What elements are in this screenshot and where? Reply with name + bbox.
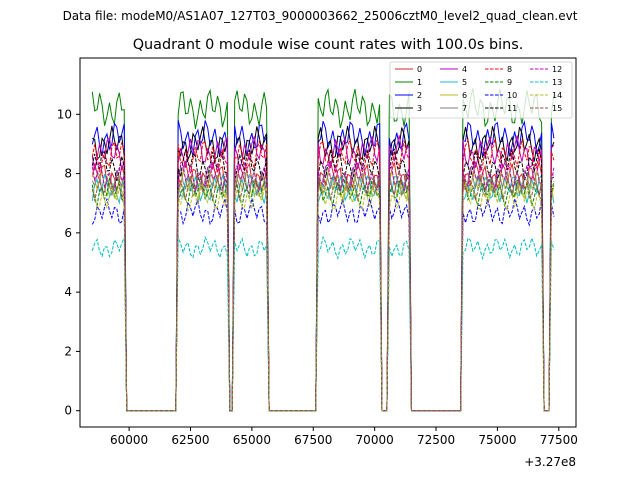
- chart-title: Quadrant 0 module wise count rates with …: [133, 37, 524, 53]
- series-line-13: [91, 235, 555, 412]
- legend-label-15: 15: [552, 104, 562, 113]
- legend-label-12: 12: [552, 65, 562, 74]
- data-file-suptitle: Data file: modeM0/AS1A07_127T03_90000036…: [63, 9, 578, 23]
- legend-label-3: 3: [417, 104, 422, 113]
- legend-label-7: 7: [462, 104, 467, 113]
- legend-label-1: 1: [417, 78, 422, 87]
- x-offset-label: +3.27e8: [524, 455, 576, 469]
- legend-frame: [389, 61, 573, 119]
- series-line-15: [91, 169, 554, 412]
- legend-label-6: 6: [462, 91, 467, 100]
- x-tick-label: 65000: [233, 433, 271, 447]
- legend-label-5: 5: [462, 78, 467, 87]
- legend-label-11: 11: [507, 104, 517, 113]
- legend-label-0: 0: [417, 65, 422, 74]
- legend-label-14: 14: [552, 91, 562, 100]
- series-line-9: [91, 175, 555, 412]
- series-line-10: [91, 196, 555, 412]
- series-line-7: [91, 166, 555, 412]
- x-tick-label: 60000: [110, 433, 148, 447]
- x-tick-label: 75000: [478, 433, 516, 447]
- legend-label-2: 2: [417, 91, 422, 100]
- y-axis: 0 2 4 6 8 10: [57, 107, 80, 418]
- legend-label-4: 4: [462, 65, 467, 74]
- y-tick-label: 6: [64, 226, 72, 240]
- y-tick-label: 2: [64, 344, 72, 358]
- x-tick-label: 72500: [417, 433, 455, 447]
- x-tick-label: 77500: [540, 433, 578, 447]
- series-line-6: [91, 169, 555, 412]
- y-tick-label: 4: [64, 285, 72, 299]
- legend-label-9: 9: [507, 78, 512, 87]
- x-tick-label: 70000: [356, 433, 394, 447]
- x-tick-label: 67500: [294, 433, 332, 447]
- y-tick-label: 8: [64, 167, 72, 181]
- series-layer: [91, 87, 555, 412]
- legend-label-10: 10: [507, 91, 517, 100]
- legend-label-13: 13: [552, 78, 562, 87]
- y-tick-label: 0: [64, 404, 72, 418]
- x-tick-label: 62500: [171, 433, 209, 447]
- y-tick-label: 10: [57, 107, 72, 121]
- legend-label-8: 8: [507, 65, 512, 74]
- x-axis: 60000 62500 65000 67500 70000 72500 75000 77500: [110, 427, 578, 447]
- series-line-14: [91, 182, 555, 412]
- series-line-5: [91, 173, 555, 412]
- plot-frame: [79, 57, 577, 428]
